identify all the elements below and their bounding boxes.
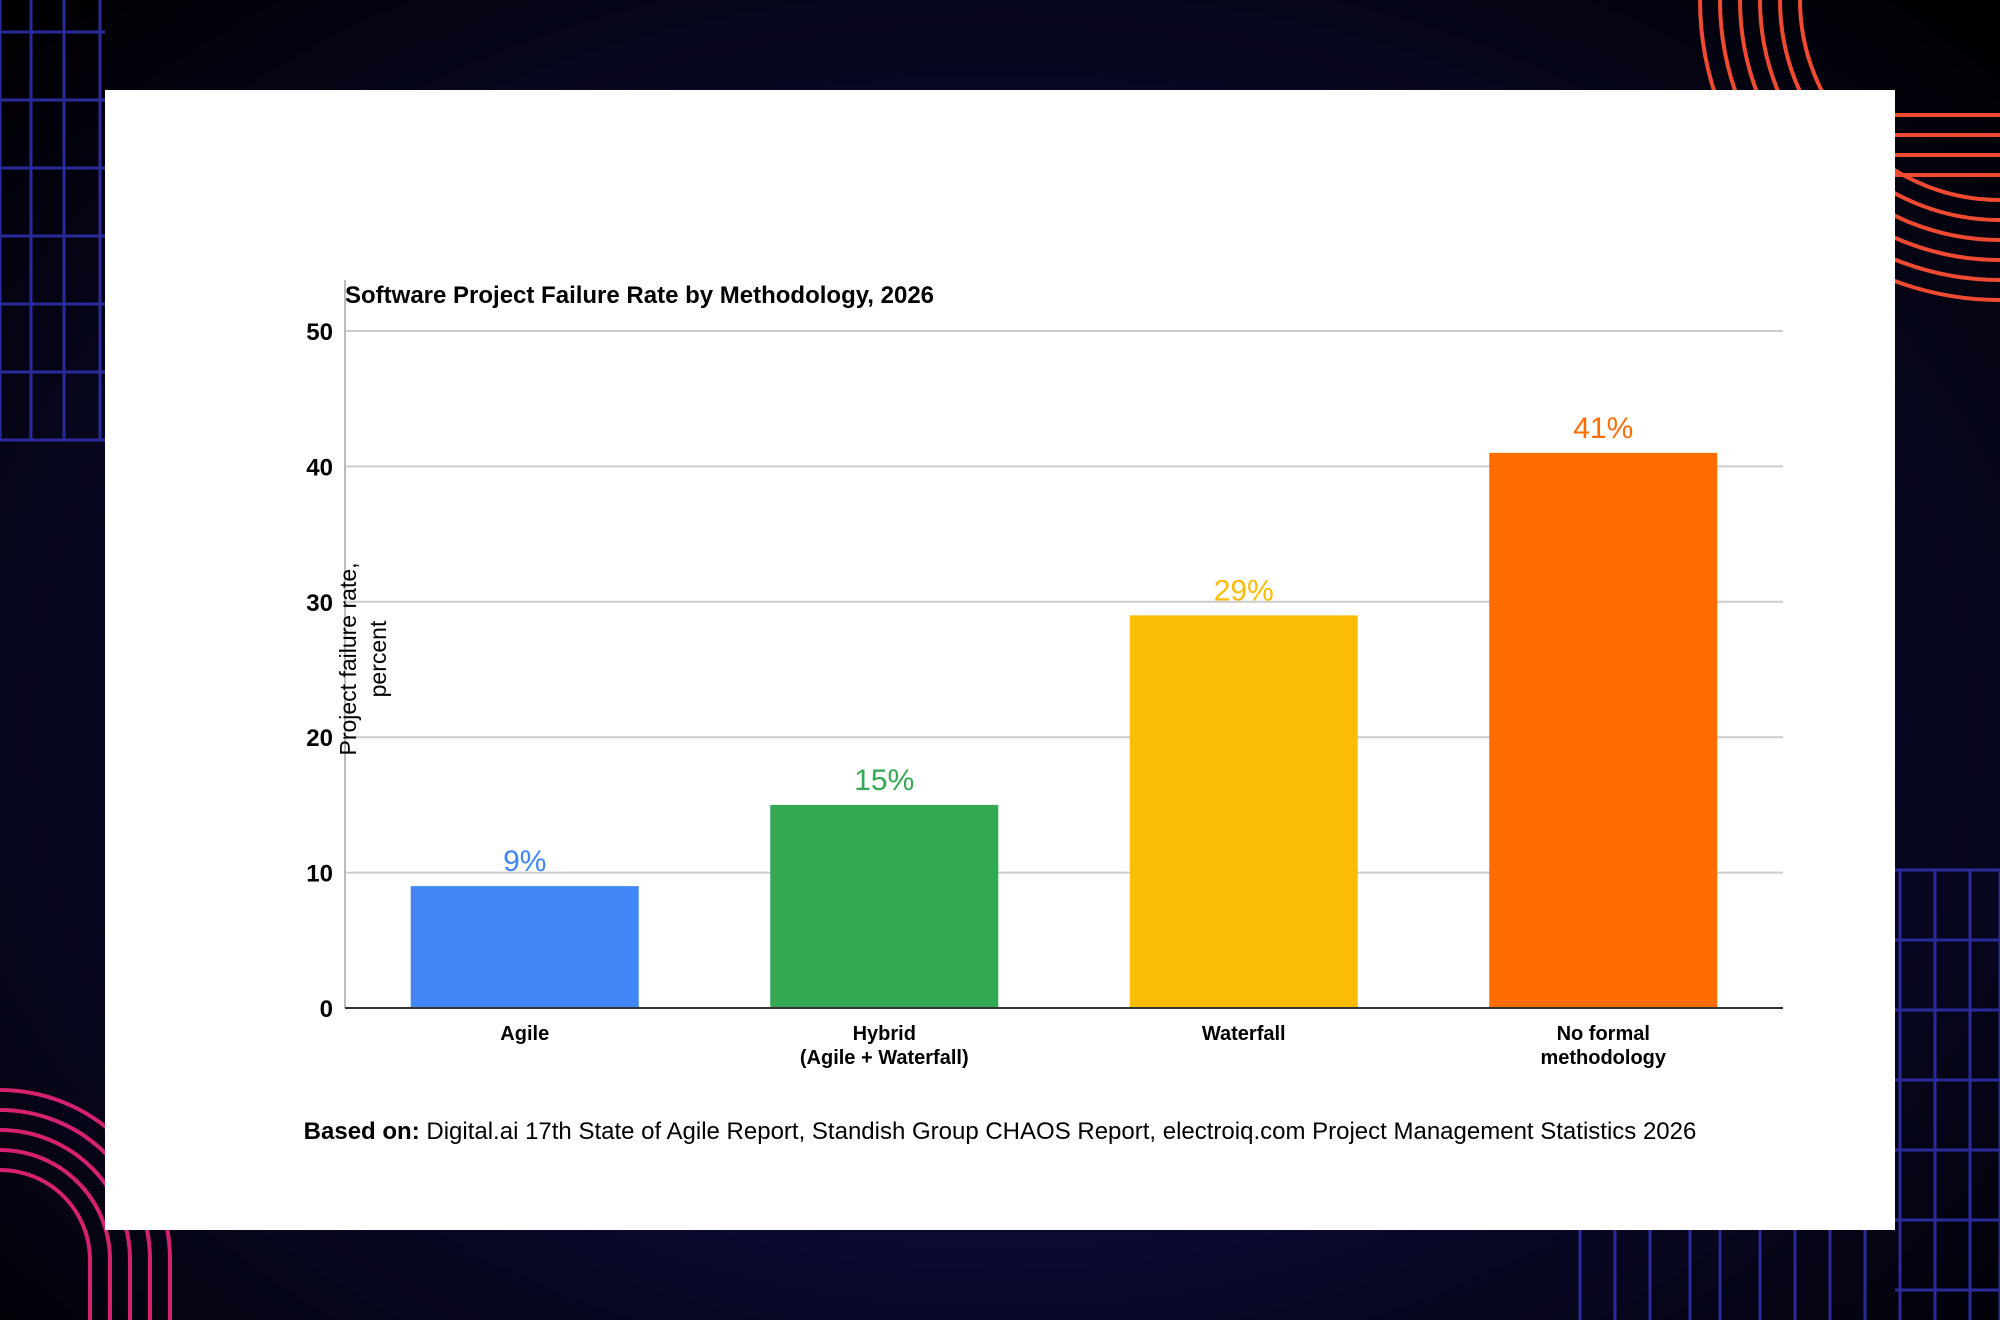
decorative-grid-bottom-right [1578, 868, 2000, 1320]
x-tick-label-line: No formal [1557, 1023, 1650, 1045]
bar-chart: 0 10 20 30 40 50 9% 15% 29% 41% Agile Hybrid (Agil… [306, 280, 1783, 1069]
y-tick-label: 0 [320, 996, 333, 1023]
x-tick-label-line: methodology [1540, 1047, 1666, 1069]
source-text: Digital.ai 17th State of Agile Report, S… [419, 1118, 1697, 1145]
x-tick-label: Hybrid (Agile + Waterfall) [800, 1023, 969, 1069]
decorative-grid-top-left [0, 0, 105, 442]
chart-card: 0 10 20 30 40 50 9% 15% 29% 41% Agile Hybrid (Agil… [105, 90, 1895, 1230]
data-labels: 9% 15% 29% 41% [503, 412, 1633, 878]
deco-arc [0, 1148, 112, 1320]
x-tick-label-line: Hybrid [853, 1023, 916, 1045]
source-prefix: Based on: [303, 1118, 420, 1145]
bar [1129, 615, 1358, 1008]
x-tick-label-line: (Agile + Waterfall) [800, 1047, 969, 1069]
x-tick-label-line: Agile [500, 1023, 549, 1045]
y-tick-label: 50 [306, 319, 333, 346]
x-tick-label: Agile [500, 1023, 549, 1045]
bar [1489, 452, 1718, 1008]
y-axis-label: Project failure rate, percent [335, 562, 391, 756]
bar [410, 886, 639, 1008]
data-label: 9% [503, 845, 546, 878]
y-tick-label: 20 [306, 725, 333, 752]
bars [410, 452, 1718, 1008]
y-tick-label: 10 [306, 861, 333, 888]
deco-arc [0, 1128, 132, 1320]
x-tick-labels: Agile Hybrid (Agile + Waterfall) Waterfall N… [500, 1023, 1667, 1069]
x-tick-label: No formal methodology [1540, 1023, 1666, 1069]
bar [770, 804, 999, 1008]
data-label: 41% [1573, 412, 1633, 445]
source-note: Based on: Digital.ai 17th State of Agile… [105, 1118, 1895, 1146]
deco-arc [0, 1168, 92, 1320]
chart-title: Software Project Failure Rate by Methodo… [345, 282, 935, 309]
data-label: 15% [854, 764, 914, 797]
x-tick-label-line: Waterfall [1202, 1023, 1286, 1045]
y-tick-label: 40 [306, 454, 333, 481]
x-tick-label: Waterfall [1202, 1023, 1286, 1045]
data-label: 29% [1214, 574, 1274, 607]
y-tick-labels: 0 10 20 30 40 50 [306, 319, 333, 1023]
y-tick-label: 30 [306, 590, 333, 617]
